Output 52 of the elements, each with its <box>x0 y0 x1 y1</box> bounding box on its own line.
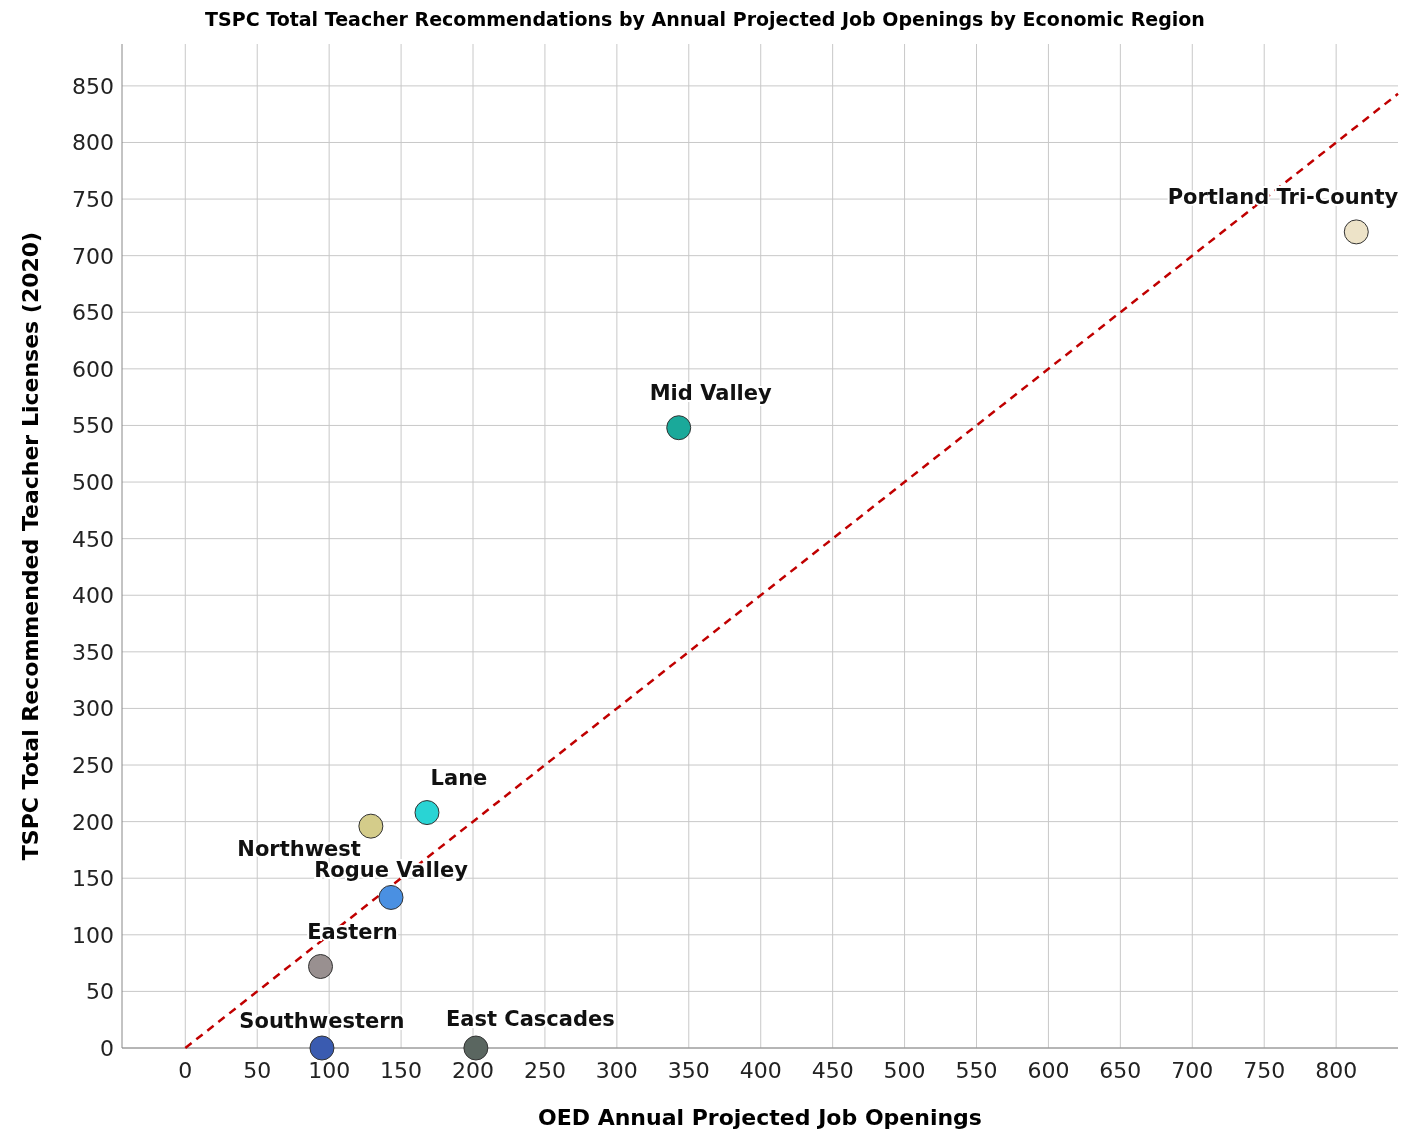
y-tick-label: 0 <box>100 1036 114 1061</box>
point <box>308 954 334 979</box>
series-label: Lane <box>430 765 488 790</box>
point <box>1343 219 1369 245</box>
y-tick-label: 100 <box>72 922 114 948</box>
y-tick-label: 700 <box>72 243 114 269</box>
y-tick-label: 50 <box>86 979 114 1005</box>
series-label: Eastern <box>307 919 398 944</box>
point <box>666 415 692 441</box>
y-tick-label: 850 <box>72 73 114 99</box>
x-tick-label: 600 <box>1027 1058 1070 1083</box>
x-tick-label: 100 <box>308 1058 351 1083</box>
x-tick-label: 750 <box>1243 1058 1286 1083</box>
x-tick-label: 50 <box>243 1058 272 1083</box>
x-tick-label: 0 <box>178 1058 193 1083</box>
y-tick-label: 650 <box>72 300 114 326</box>
x-tick-label: 500 <box>883 1058 926 1083</box>
y-tick-label: 300 <box>72 696 114 722</box>
series-label: Portland Tri-County <box>1167 184 1399 209</box>
y-tick-label: 500 <box>72 470 114 496</box>
point <box>309 1035 335 1061</box>
x-tick-label: 150 <box>380 1058 423 1083</box>
y-tick-label: 750 <box>72 187 114 213</box>
y-tick-label: 150 <box>72 866 114 892</box>
point <box>463 1035 489 1061</box>
x-tick-label: 250 <box>523 1058 566 1083</box>
chart-title: TSPC Total Teacher Recommendations by Annual Projected Job Openings by Economic Region <box>205 8 1205 30</box>
x-tick-label: 550 <box>955 1058 998 1083</box>
point <box>414 800 440 826</box>
series-label: Mid Valley <box>649 380 773 405</box>
y-tick-label: 600 <box>72 356 114 382</box>
x-tick-label: 300 <box>595 1058 638 1083</box>
y-tick-label: 250 <box>72 753 114 779</box>
y-tick-label: 800 <box>72 130 114 156</box>
x-axis-title: OED Annual Projected Job Openings <box>538 1105 982 1130</box>
y-tick-label: 200 <box>72 809 114 835</box>
x-tick-label: 800 <box>1315 1058 1358 1083</box>
x-tick-label: 450 <box>811 1058 854 1083</box>
y-tick-label: 400 <box>72 583 114 609</box>
x-tick-label: 350 <box>667 1058 710 1083</box>
y-axis-title: TSPC Total Recommended Teacher Licenses (2020) <box>18 231 43 861</box>
x-tick-label: 400 <box>739 1058 782 1083</box>
y-tick-label: 450 <box>72 526 114 552</box>
x-tick-label: 200 <box>452 1058 495 1083</box>
point <box>378 884 404 910</box>
point <box>358 813 384 839</box>
x-tick-label: 650 <box>1099 1058 1142 1083</box>
y-tick-label: 550 <box>72 413 114 439</box>
series-label: East Cascades <box>445 1007 615 1031</box>
x-tick-label: 700 <box>1171 1058 1214 1083</box>
y-tick-label: 350 <box>72 639 114 665</box>
series-label: Southwestern <box>239 1009 405 1033</box>
